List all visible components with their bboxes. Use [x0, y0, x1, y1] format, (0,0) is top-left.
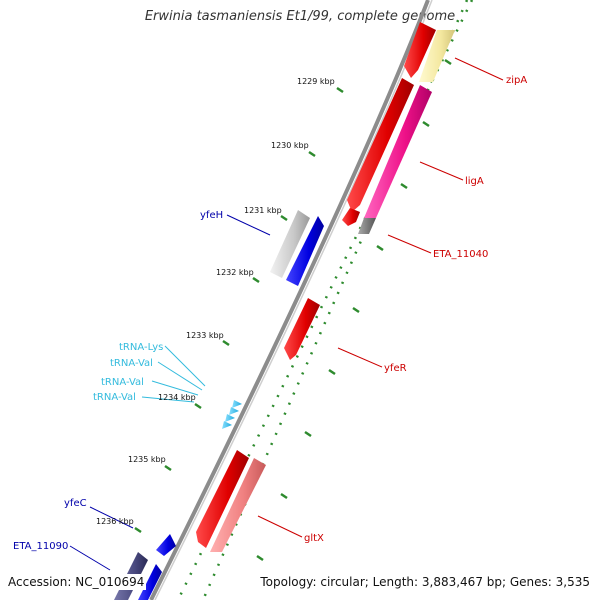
- tick-label-1232: 1232 kbp: [216, 268, 254, 277]
- trna-feature-3: [225, 414, 235, 422]
- gene-red-small: [342, 208, 360, 226]
- trna-feature-4: [222, 421, 232, 429]
- outer-tick-mark-1: [444, 58, 452, 66]
- gene-blue-bottom: [138, 564, 162, 600]
- tick-label-1236: 1236 kbp: [96, 517, 134, 526]
- gene-red-long: [347, 78, 414, 212]
- yfeC-feature: [156, 534, 176, 556]
- outer-tick-mark-5: [352, 306, 360, 314]
- ETA_11040-feature: [358, 218, 376, 234]
- gene-label-tRNA-Val-2[interactable]: tRNA-Val: [101, 377, 144, 388]
- outer-tick-mark-6: [328, 368, 336, 376]
- gene-label-yfeC[interactable]: yfeC: [64, 498, 87, 509]
- trna-feature-2: [229, 407, 239, 415]
- tick-label-1233: 1233 kbp: [186, 331, 224, 340]
- tick-marks: [134, 58, 452, 562]
- tick-mark-5: [222, 339, 230, 347]
- gene-label-gltX[interactable]: gltX: [304, 533, 324, 544]
- ligA-feature: [364, 85, 432, 218]
- label-leaders: [69, 57, 504, 571]
- outer-tick-mark-3: [400, 182, 408, 190]
- tick-label-1230: 1230 kbp: [271, 141, 309, 150]
- tick-label-1229: 1229 kbp: [297, 77, 335, 86]
- gene-red-top: [404, 22, 436, 78]
- gene-label-tRNA-Val-3[interactable]: tRNA-Val: [93, 392, 136, 403]
- topology-label: Topology: circular; Length: 3,883,467 bp…: [258, 574, 592, 590]
- yfeR-feature: [284, 298, 320, 360]
- tick-mark-8: [134, 526, 142, 534]
- yfeH-feature: [270, 210, 310, 278]
- gene-red-lower: [196, 450, 249, 548]
- gene-label-yfeH[interactable]: yfeH: [200, 210, 223, 221]
- gene-label-ETA_11090[interactable]: ETA_11090: [13, 541, 68, 552]
- tick-mark-6: [194, 402, 202, 410]
- tick-label-1235: 1235 kbp: [128, 455, 166, 464]
- outer-tick-mark-9: [256, 554, 264, 562]
- tick-mark-1: [336, 86, 344, 94]
- tick-mark-7: [164, 464, 172, 472]
- tick-mark-4: [252, 276, 260, 284]
- gene-label-yfeR[interactable]: yfeR: [384, 363, 407, 374]
- gene-label-ETA_11040[interactable]: ETA_11040: [433, 249, 488, 260]
- tick-mark-2: [308, 150, 316, 158]
- gene-label-ligA[interactable]: ligA: [465, 176, 484, 187]
- gene-label-tRNA-Val-1[interactable]: tRNA-Val: [110, 358, 153, 369]
- genome-backbone: [149, 0, 430, 600]
- tick-label-1234: 1234 kbp: [158, 393, 196, 402]
- accession-label: Accession: NC_010694: [6, 574, 147, 590]
- outer-tick-mark-4: [376, 244, 384, 252]
- gene-blue-1: [286, 216, 324, 286]
- map-title: Erwinia tasmaniensis Et1/99, complete ge…: [144, 9, 456, 24]
- features: [114, 22, 455, 600]
- gene-label-zipA[interactable]: zipA: [506, 75, 527, 86]
- tick-label-1231: 1231 kbp: [244, 206, 282, 215]
- zipA-feature: [419, 30, 455, 82]
- tick-mark-3: [280, 214, 288, 222]
- trna-feature-1: [232, 400, 242, 408]
- gene-label-tRNA-Lys[interactable]: tRNA-Lys: [119, 342, 163, 353]
- outer-tick-mark-7: [304, 430, 312, 438]
- gltX-feature: [210, 458, 266, 552]
- outer-tick-mark-8: [280, 492, 288, 500]
- outer-tick-mark-2: [422, 120, 430, 128]
